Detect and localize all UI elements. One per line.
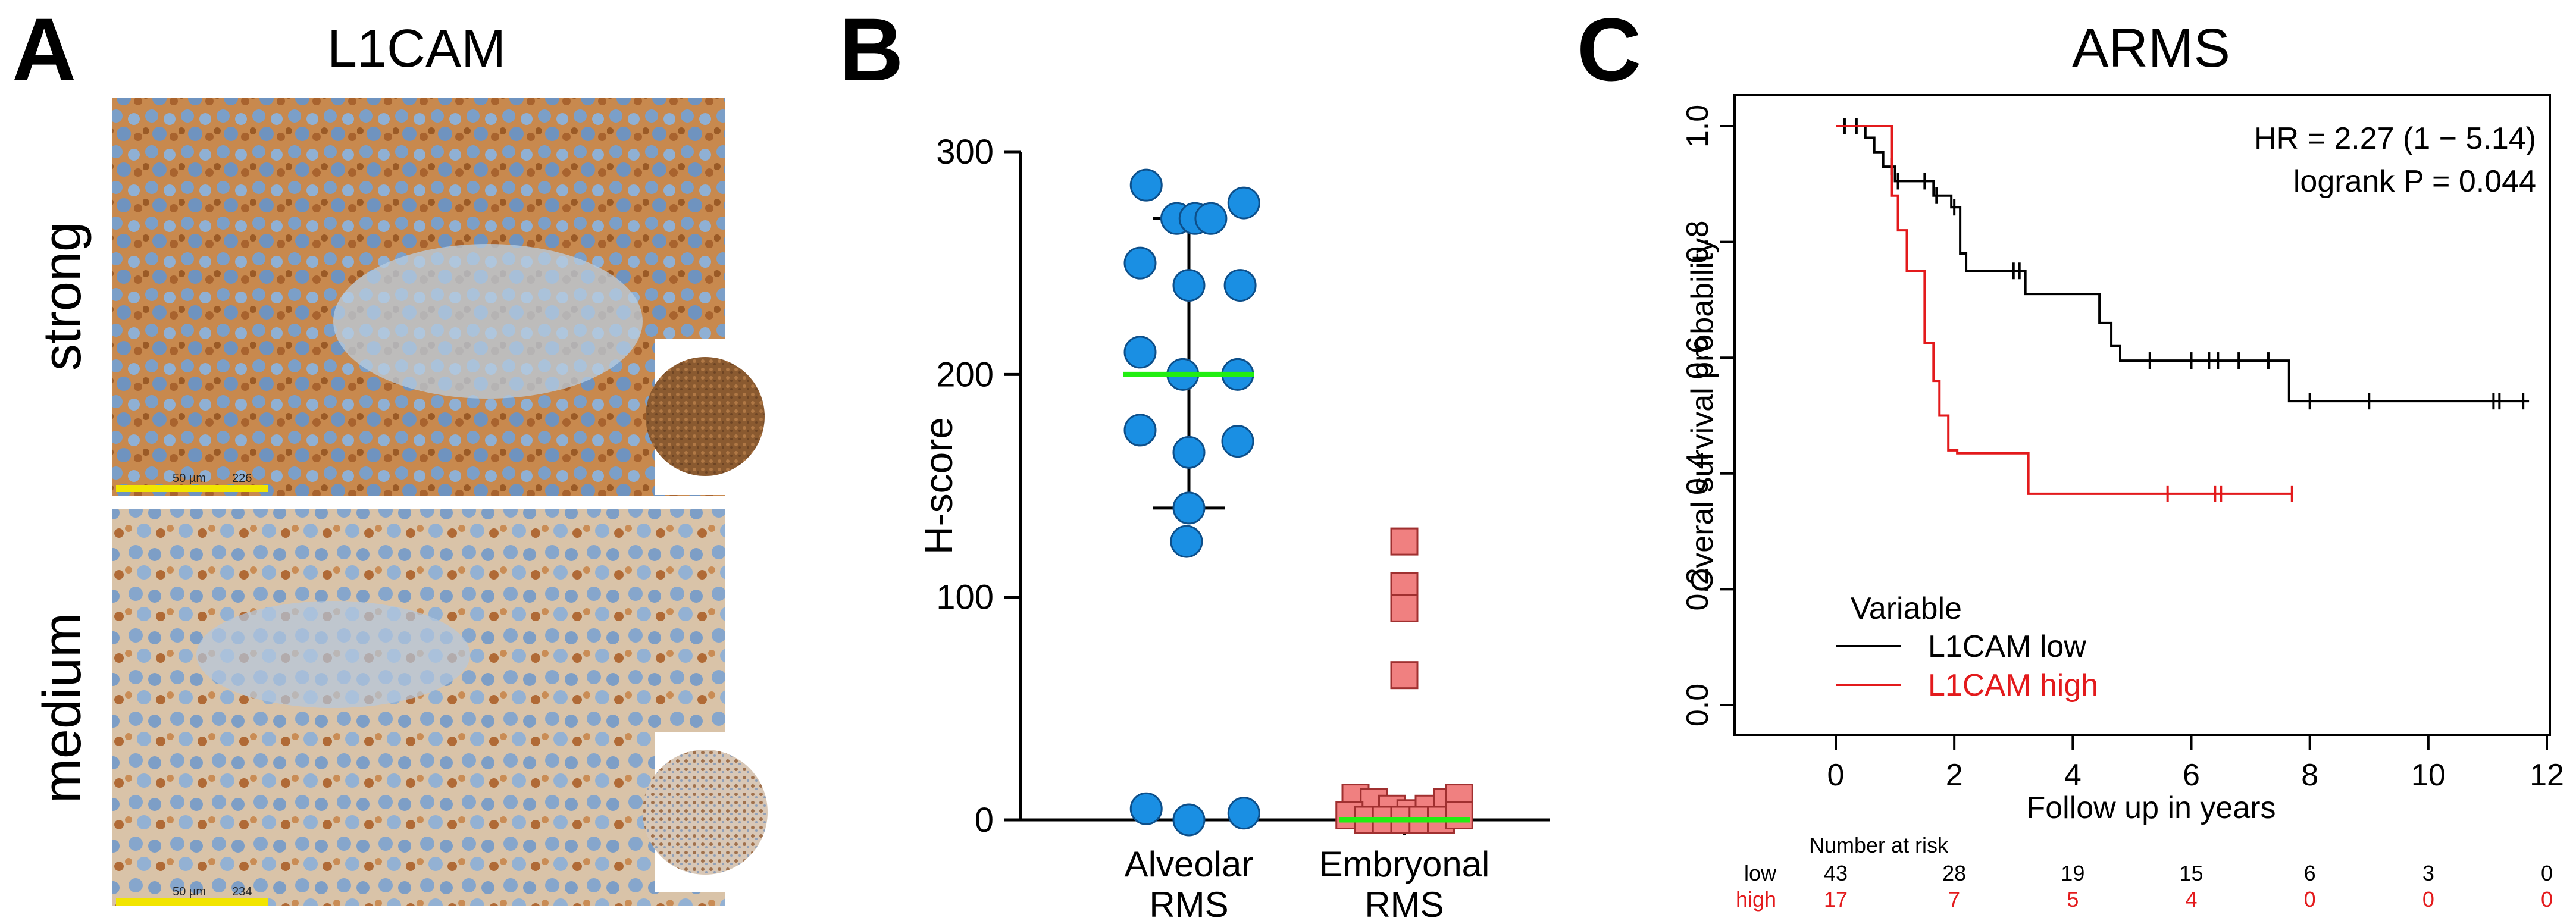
y-tick-label: 0 bbox=[975, 801, 994, 840]
y-tick-label: 0.6 bbox=[1680, 336, 1715, 379]
y-tick-label: 1.0 bbox=[1680, 105, 1715, 148]
plot-frame bbox=[1733, 94, 2551, 736]
data-point-alveolar bbox=[1123, 414, 1157, 447]
x-tick-label: 2 bbox=[1946, 758, 1963, 793]
x-tick-label: 0 bbox=[1827, 758, 1845, 793]
data-point-alveolar bbox=[1172, 436, 1206, 469]
y-tick-label: 200 bbox=[936, 355, 994, 394]
x-tick-label: 6 bbox=[2183, 758, 2200, 793]
plot-title: ARMS bbox=[2072, 18, 2230, 79]
y-axis-label: Overal survival probability bbox=[1685, 238, 1720, 592]
risk-value: 7 bbox=[1948, 887, 1960, 912]
x-tick-label: RMS bbox=[1149, 885, 1228, 924]
y-tick-label: 0.8 bbox=[1680, 220, 1715, 263]
risk-value: 0 bbox=[2304, 887, 2316, 912]
legend-label: L1CAM low bbox=[1928, 629, 2086, 664]
risk-row-label: low bbox=[1744, 861, 1777, 885]
y-tick-label: 0.4 bbox=[1680, 452, 1715, 495]
km-plot-arms: ARMS 0 2 4 6 8 10 12 0.0 0.2 0.4 0.6 0.8 1.0 Follow up… bbox=[1680, 18, 2564, 912]
data-point-alveolar bbox=[1194, 202, 1228, 235]
risk-value: 0 bbox=[2541, 861, 2553, 885]
panel-c-letter: C bbox=[1577, 0, 1641, 99]
x-tick-label: Alveolar bbox=[1125, 844, 1254, 884]
y-tick-label: 0.2 bbox=[1680, 568, 1715, 610]
data-point-alveolar bbox=[1221, 425, 1254, 458]
row-label-medium: medium bbox=[33, 613, 92, 803]
scalebar-strong bbox=[116, 485, 268, 492]
panel-a-letter: A bbox=[12, 0, 76, 99]
data-point-alveolar bbox=[1172, 491, 1206, 525]
data-point-embryonal bbox=[1445, 801, 1473, 830]
scalebar-label-medium: 50 µm bbox=[173, 885, 206, 898]
data-point-alveolar bbox=[1123, 246, 1157, 280]
panel-a-title: L1CAM bbox=[327, 19, 506, 79]
risk-value: 5 bbox=[2067, 887, 2079, 912]
data-point-embryonal bbox=[1390, 527, 1419, 556]
data-point-alveolar bbox=[1172, 803, 1206, 837]
x-tick-label: 12 bbox=[2530, 758, 2564, 793]
row-label-strong: strong bbox=[33, 222, 92, 371]
risk-value: 0 bbox=[2422, 887, 2434, 912]
x-axis-label: Follow up in years bbox=[2026, 791, 2275, 825]
panel-a: A L1CAM 50 µm 226 strong 50 µm 234 mediu… bbox=[12, 0, 803, 906]
legend-label: L1CAM high bbox=[1928, 668, 2098, 703]
data-point-alveolar bbox=[1223, 269, 1257, 302]
y-tick-label: 300 bbox=[936, 133, 994, 171]
y-axis-label: H-score bbox=[916, 417, 960, 555]
scalebar-label-strong: 50 µm bbox=[173, 472, 206, 485]
x-tick-label: 4 bbox=[2064, 758, 2082, 793]
data-point-alveolar bbox=[1129, 792, 1163, 825]
risk-value: 17 bbox=[1824, 887, 1848, 912]
data-point-alveolar bbox=[1129, 168, 1163, 202]
risk-value: 28 bbox=[1942, 861, 1966, 885]
legend-title: Variable bbox=[1851, 591, 1962, 626]
data-point-alveolar bbox=[1123, 336, 1157, 369]
data-point-embryonal bbox=[1390, 661, 1419, 690]
scalebar-num-strong: 226 bbox=[232, 472, 252, 485]
panel-b-letter: B bbox=[839, 0, 903, 99]
ihc-image-strong: 50 µm 226 bbox=[112, 98, 803, 496]
risk-table-title: Number at risk bbox=[1809, 833, 1949, 857]
risk-value: 19 bbox=[2061, 861, 2084, 885]
survival-curve-high bbox=[1836, 125, 2292, 495]
data-point-embryonal bbox=[1390, 594, 1419, 622]
risk-value: 3 bbox=[2422, 861, 2434, 885]
hr-annotation: HR = 2.27 (1 − 5.14) bbox=[2254, 121, 2536, 156]
data-point-alveolar bbox=[1170, 525, 1203, 558]
risk-row-label: high bbox=[1736, 887, 1776, 912]
hr-annotation: logrank P = 0.044 bbox=[2293, 164, 2536, 199]
y-tick-label: 0.0 bbox=[1680, 684, 1715, 726]
tma-core-strong bbox=[646, 357, 765, 476]
x-tick-label: RMS bbox=[1364, 885, 1444, 924]
risk-value: 43 bbox=[1824, 861, 1848, 885]
y-tick-label: 100 bbox=[936, 578, 994, 617]
panel-b: B 0100200300H-scoreAlveolarRMSEmbryonalR… bbox=[839, 0, 1550, 924]
risk-value: 6 bbox=[2304, 861, 2316, 885]
data-point-alveolar bbox=[1227, 186, 1260, 220]
risk-value: 4 bbox=[2185, 887, 2197, 912]
x-tick-label: Embryonal bbox=[1319, 844, 1490, 884]
scalebar-medium bbox=[116, 898, 268, 906]
risk-value: 15 bbox=[2179, 861, 2203, 885]
survival-curve-low bbox=[1836, 125, 2530, 403]
tma-core-medium bbox=[643, 750, 768, 875]
data-point-alveolar bbox=[1172, 269, 1206, 302]
risk-value: 0 bbox=[2541, 887, 2553, 912]
panel-c: C ARMS 0 2 4 6 8 10 12 0.0 0.2 0.4 0.6 0.8 1.0 Follow … bbox=[1577, 0, 2564, 912]
ihc-image-medium: 50 µm 234 bbox=[112, 509, 803, 906]
scalebar-num-medium: 234 bbox=[232, 885, 252, 898]
data-point-alveolar bbox=[1227, 797, 1260, 830]
x-tick-label: 10 bbox=[2411, 758, 2446, 793]
x-tick-label: 8 bbox=[2301, 758, 2318, 793]
